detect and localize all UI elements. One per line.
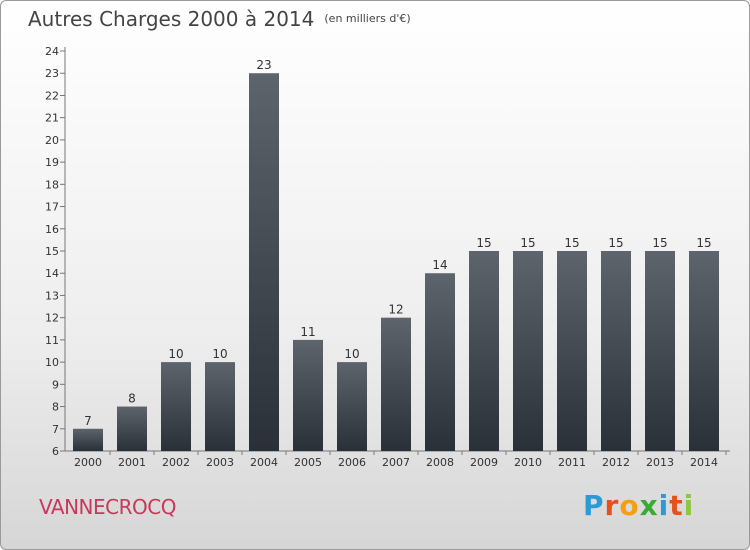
chart-labels: 2000 7 2001 8 2002 10 2003 10 2004 23 2005 11 2006 10… [74,58,718,469]
y-tick-label: 15 [45,245,59,258]
y-tick-label: 22 [45,89,59,102]
data-label: 15 [520,236,535,250]
data-label: 15 [564,236,579,250]
logo-letter: i [658,489,670,522]
bar [645,251,675,451]
x-tick-label: 2006 [338,456,366,469]
y-tick-label: 14 [45,267,59,280]
y-tick-label: 20 [45,134,59,147]
x-tick-label: 2013 [646,456,674,469]
bar [689,251,719,451]
x-tick-label: 2005 [294,456,322,469]
bar [293,339,323,451]
x-tick-label: 2000 [74,456,102,469]
logo-letter: i [683,489,695,522]
data-label: 10 [212,347,227,361]
data-label: 11 [300,325,315,339]
bar [601,251,631,451]
y-tick-label: 18 [45,178,59,191]
y-tick-label: 13 [45,289,59,302]
x-tick-label: 2009 [470,456,498,469]
y-tick-label: 11 [45,334,59,347]
data-label: 7 [84,414,92,428]
bar [73,428,103,451]
chart-axes: 6 7 8 9 10 11 12 13 14 15 16 17 18 19 20 21 22 23 24 [45,45,730,458]
data-label: 8 [128,392,136,406]
y-tick-label: 6 [52,445,59,458]
chart-bars [73,73,719,451]
data-label: 15 [652,236,667,250]
data-label: 15 [608,236,623,250]
bar [161,362,191,451]
y-tick-label: 17 [45,201,59,214]
y-tick-label: 10 [45,356,59,369]
x-tick-label: 2008 [426,456,454,469]
chart-title: Autres Charges 2000 à 2014 (en milliers d… [28,7,411,31]
x-tick-label: 2004 [250,456,278,469]
y-tick-label: 19 [45,156,59,169]
data-label: 15 [476,236,491,250]
logo-letter: x [639,489,659,522]
bar [425,273,455,451]
x-tick-label: 2011 [558,456,586,469]
data-label: 10 [168,347,183,361]
data-label: 14 [432,258,447,272]
data-label: 15 [696,236,711,250]
x-tick-label: 2001 [118,456,146,469]
unit-note: (en milliers d'€) [324,12,411,25]
town-name: VANNECROCQ [39,495,176,519]
y-tick-label: 9 [52,378,59,391]
bar [205,362,235,451]
x-tick-label: 2012 [602,456,630,469]
y-tick-label: 21 [45,112,59,125]
x-tick-label: 2007 [382,456,410,469]
y-tick-label: 24 [45,45,59,58]
x-tick-label: 2014 [690,456,718,469]
y-tick-label: 12 [45,312,59,325]
y-tick-label: 16 [45,223,59,236]
y-tick-label: 23 [45,67,59,80]
bar [117,406,147,451]
bar [469,251,499,451]
proxiti-logo: Proxiti [583,489,694,522]
bar [337,362,367,451]
x-tick-label: 2010 [514,456,542,469]
y-tick-label: 7 [52,423,59,436]
data-label: 12 [388,303,403,317]
logo-letter: r [604,489,620,522]
x-tick-label: 2003 [206,456,234,469]
chart-title-text: Autres Charges 2000 à 2014 [28,7,315,31]
bar [513,251,543,451]
logo-letter: t [669,489,684,522]
bar [249,73,279,451]
bar [557,251,587,451]
data-label: 10 [344,347,359,361]
x-tick-label: 2002 [162,456,190,469]
y-tick-label: 8 [52,401,59,414]
logo-letter: o [619,489,640,522]
logo-letter: P [583,489,605,522]
bar [381,317,411,451]
data-label: 23 [256,58,271,72]
